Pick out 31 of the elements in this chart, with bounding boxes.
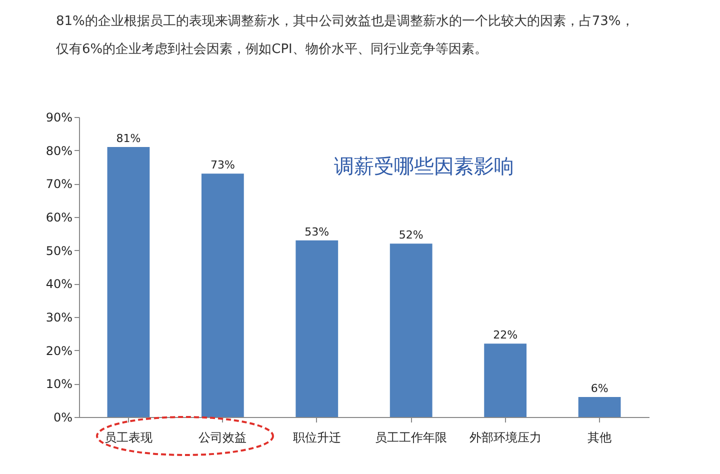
data-label: 73% xyxy=(210,158,235,172)
data-label: 53% xyxy=(304,225,330,238)
bar xyxy=(484,344,527,417)
y-tick-label: 30% xyxy=(46,310,72,324)
bar xyxy=(296,240,338,417)
text: 81%的企业根据员工的表现来调整薪水，其中公司效益也是调整薪水的一个比较大的因素，占73%， xyxy=(55,13,635,31)
y-tick-label: 80% xyxy=(46,144,72,158)
data-label: 52% xyxy=(398,228,424,242)
bar xyxy=(390,244,432,417)
data-label: 6% xyxy=(590,382,608,395)
y-tick-label: 70% xyxy=(46,177,72,192)
y-tick-label: 50% xyxy=(46,244,72,258)
y-tick-label: 0% xyxy=(53,410,72,424)
y-tick-label: 90% xyxy=(46,110,72,124)
x-tick-label: 职位升迁 xyxy=(292,430,341,444)
x-tick-label: 外部环境压力 xyxy=(469,430,542,444)
text: 调薪受哪些因素影响 xyxy=(334,154,514,178)
y-tick-label: 40% xyxy=(46,277,72,292)
y-tick-label: 20% xyxy=(46,344,72,358)
x-tick-label: 员工工作年限 xyxy=(375,430,448,444)
y-tick-label: 60% xyxy=(46,210,72,224)
bar xyxy=(578,397,621,417)
bar xyxy=(107,147,150,417)
x-tick-label: 其他 xyxy=(588,430,612,444)
text: 仅有6%的企业考虑到社会因素，例如CPI、物价水平、同行业竞争等因素。 xyxy=(55,41,488,59)
y-tick-label: 10% xyxy=(46,377,72,392)
data-label: 81% xyxy=(116,132,141,145)
data-label: 22% xyxy=(493,328,518,342)
bar xyxy=(201,174,244,417)
x-tick-label: 员工表现 xyxy=(104,430,152,444)
x-tick-label: 公司效益 xyxy=(198,430,247,444)
